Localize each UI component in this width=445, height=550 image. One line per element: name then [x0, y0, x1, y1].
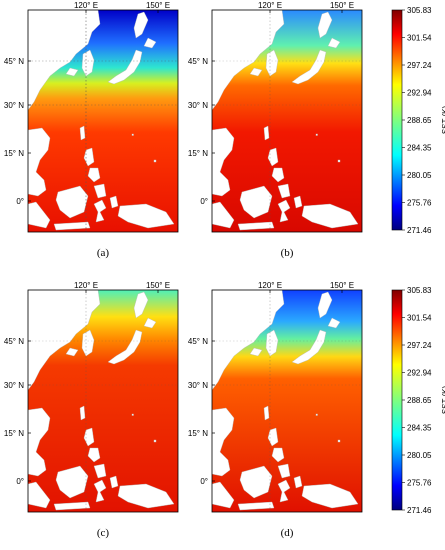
latitude-label: 30° N — [4, 381, 24, 390]
colorbar-gradient — [391, 9, 403, 231]
colorbar-tick-label: 305.83 — [407, 6, 432, 15]
panel-caption: (b) — [281, 247, 294, 259]
colorbar: 305.83 301.54 297.24 292.94 288.65 284.35 280.… — [391, 6, 445, 235]
colorbar-tick-label: 292.94 — [407, 369, 432, 378]
latitude-label: 45° N — [188, 337, 208, 346]
latitude-label: 15° N — [4, 429, 24, 438]
longitude-label: 150° E — [146, 281, 170, 290]
sst-map-panel: 120° E 150° E 45° N 30° N 15° N 0° — [188, 1, 363, 233]
latitude-label: 45° N — [4, 337, 24, 346]
colorbar-title: SST (K) — [441, 106, 445, 135]
longitude-label: 120° E — [258, 281, 282, 290]
panel-caption: (a) — [97, 247, 110, 259]
colorbar: 305.83 301.54 297.24 292.94 288.65 284.35 280.… — [391, 286, 445, 515]
latitude-label: 45° N — [4, 57, 24, 66]
map-frame — [27, 9, 179, 233]
colorbar-tick-label: 297.24 — [407, 61, 432, 70]
latitude-label: 30° N — [188, 381, 208, 390]
longitude-label: 120° E — [258, 1, 282, 10]
colorbar-tick-label: 305.83 — [407, 286, 432, 295]
map-frame — [211, 289, 363, 513]
latitude-label: 0° — [16, 197, 24, 206]
colorbar-tick-label: 292.94 — [407, 89, 432, 98]
colorbar-tick-label: 288.65 — [407, 396, 432, 405]
colorbar-tick-label: 297.24 — [407, 341, 432, 350]
colorbar-tick-label: 275.76 — [407, 479, 432, 488]
sst-map-panel: 120° E 150° E 45° N 30° N 15° N 0° — [4, 1, 179, 233]
colorbar-tick-label: 301.54 — [407, 314, 432, 323]
panel-caption: (c) — [97, 527, 110, 539]
colorbar-tick-label: 301.54 — [407, 34, 432, 43]
panel-caption: (d) — [281, 527, 294, 539]
colorbar-gradient — [391, 289, 403, 511]
latitude-label: 0° — [200, 477, 208, 486]
sst-map-panel: 120° E 150° E 45° N 30° N 15° N 0° — [188, 281, 363, 513]
colorbar-title: SST (K) — [441, 386, 445, 415]
latitude-label: 0° — [16, 477, 24, 486]
longitude-label: 150° E — [330, 1, 354, 10]
latitude-label: 45° N — [188, 57, 208, 66]
sst-map-panel: 120° E 150° E 45° N 30° N 15° N 0° — [4, 281, 179, 513]
colorbar-tick-label: 288.65 — [407, 116, 432, 125]
colorbar-tick-label: 280.05 — [407, 171, 432, 180]
map-frame — [27, 289, 179, 513]
colorbar-tick-label: 271.46 — [407, 226, 432, 235]
longitude-label: 120° E — [74, 281, 98, 290]
map-frame — [211, 9, 363, 233]
latitude-label: 30° N — [4, 101, 24, 110]
colorbar-tick-label: 280.05 — [407, 451, 432, 460]
colorbar-tick-label: 275.76 — [407, 199, 432, 208]
colorbar-tick-label: 284.35 — [407, 144, 432, 153]
latitude-label: 30° N — [188, 101, 208, 110]
longitude-label: 150° E — [146, 1, 170, 10]
longitude-label: 120° E — [74, 1, 98, 10]
colorbar-tick-label: 271.46 — [407, 506, 432, 515]
longitude-label: 150° E — [330, 281, 354, 290]
colorbar-tick-label: 284.35 — [407, 424, 432, 433]
latitude-label: 15° N — [4, 149, 24, 158]
latitude-label: 15° N — [188, 429, 208, 438]
latitude-label: 15° N — [188, 149, 208, 158]
latitude-label: 0° — [200, 197, 208, 206]
